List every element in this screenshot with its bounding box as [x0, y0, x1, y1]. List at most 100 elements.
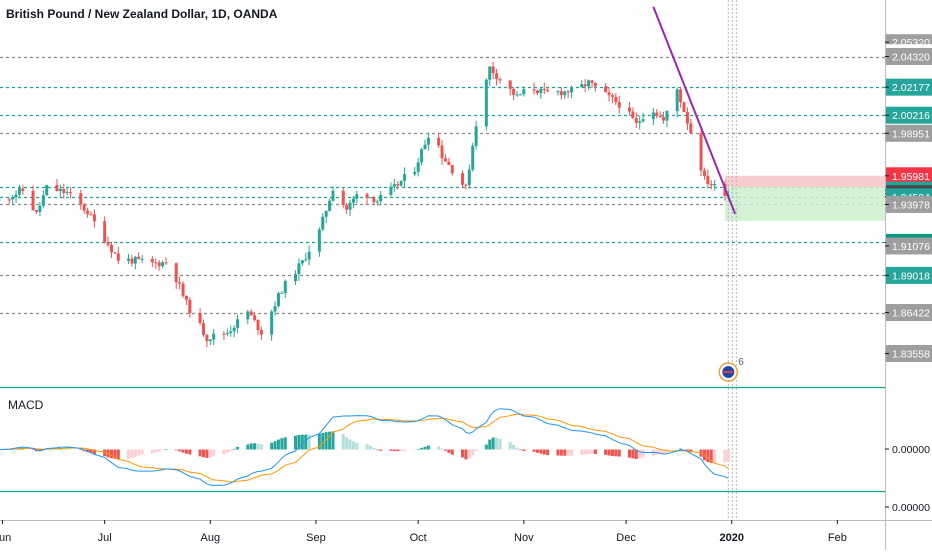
candle [0, 199, 1, 201]
candle-body [665, 111, 669, 121]
candle-body [396, 184, 400, 186]
candle-body [508, 80, 512, 89]
candle-body [157, 262, 161, 267]
price-label-text: 2.02177 [892, 82, 930, 94]
candle [474, 120, 478, 150]
macd-histogram-bar [273, 441, 277, 450]
candle-body [89, 214, 93, 216]
candle [164, 257, 168, 265]
candle [161, 260, 165, 269]
candle [447, 157, 451, 166]
candle [631, 107, 635, 119]
macd-histogram-bar [512, 444, 516, 450]
macd-histogram-bar [69, 448, 73, 450]
candle-body [403, 174, 407, 181]
macd-histogram-bar [253, 443, 257, 450]
candle [280, 291, 284, 294]
macd-histogram-bar [307, 434, 311, 450]
candle-body [154, 262, 158, 264]
macd-histogram-bar [328, 431, 332, 450]
time-tick-label: 2020 [719, 532, 743, 544]
candle-body [607, 92, 611, 96]
candle [420, 147, 424, 166]
macd-signal-line [0, 413, 729, 483]
candle [556, 90, 560, 96]
flag-stripe [723, 371, 734, 373]
candle-body [590, 80, 594, 83]
macd-histogram-bar [225, 449, 229, 453]
macd-histogram-bar [236, 446, 240, 450]
macd-histogram-bar [539, 449, 543, 454]
macd-histogram-bar [610, 449, 614, 456]
candle-body [304, 259, 308, 261]
candle-body [566, 91, 570, 93]
macd-histogram-bar [532, 449, 536, 452]
candle-body [546, 89, 550, 92]
candle-body [181, 283, 185, 296]
candle [14, 190, 18, 204]
candle-body [679, 89, 683, 103]
macd-histogram-bar [103, 449, 107, 457]
price-label: 2.02177 [885, 78, 932, 96]
candle-body [464, 184, 468, 186]
candle [450, 164, 454, 176]
macd-histogram-bar [556, 449, 560, 456]
price-label-text: 1.86422 [892, 308, 930, 320]
candle-body [484, 79, 488, 127]
macd-histogram-bar [109, 449, 113, 459]
macd-histogram-bar [518, 449, 522, 451]
candle-body [512, 88, 516, 95]
candle [300, 259, 304, 266]
candle [348, 199, 352, 217]
candle [662, 111, 666, 124]
candle [665, 110, 669, 127]
price-label: 1.86422 [885, 304, 932, 322]
candle [246, 309, 250, 325]
macd-histogram-bar [689, 449, 693, 453]
price-label: 1.95981 [885, 167, 932, 185]
candle-body [174, 263, 178, 283]
candle [297, 258, 301, 281]
candle-body [631, 111, 635, 119]
macd-histogram-bar [31, 449, 35, 451]
macd-histogram-bar [249, 443, 253, 450]
candle [702, 167, 706, 180]
candle [614, 93, 618, 106]
macd-histogram-bar [522, 449, 526, 451]
candle [130, 254, 134, 267]
candle [699, 130, 703, 177]
macd-histogram-bar [188, 449, 192, 455]
candle-body [31, 190, 35, 211]
macd-histogram-bar [450, 449, 454, 455]
candle-body [389, 186, 393, 195]
candle-body [447, 161, 451, 165]
macd-histogram-bar [205, 449, 209, 458]
candle [31, 185, 35, 211]
trendline-layer [652, 6, 737, 215]
candle [389, 182, 393, 197]
candle [304, 252, 308, 262]
candle [222, 330, 226, 341]
candle-body [351, 198, 355, 203]
macd-histogram-bar [341, 433, 345, 450]
candle-body [270, 311, 274, 335]
candle [256, 319, 260, 335]
macd-histogram-bar [181, 449, 185, 453]
macd-histogram-bar [283, 437, 287, 450]
candle-body [256, 319, 260, 331]
candle-body [82, 204, 86, 211]
macd-histogram-bar [184, 449, 188, 454]
macd-histogram-bar [150, 449, 154, 454]
candle-body [65, 192, 69, 194]
candle [276, 291, 280, 308]
candle-body [253, 315, 257, 320]
macd-histogram-bar [467, 449, 471, 459]
macd-histogram-bar [447, 449, 451, 453]
macd-histogram-bar [399, 449, 403, 452]
price-label: 1.98951 [885, 124, 932, 142]
candle-body [474, 126, 478, 146]
price-label: 1.91076 [885, 237, 932, 255]
candle-body [368, 197, 372, 199]
candle-body [658, 116, 662, 118]
